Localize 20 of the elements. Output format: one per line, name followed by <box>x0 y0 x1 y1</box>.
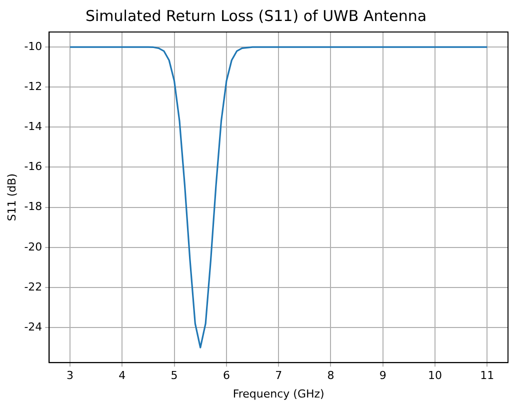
y-tick-label: -22 <box>24 280 42 294</box>
x-tick-label: 5 <box>170 369 178 382</box>
y-tick-label: -16 <box>24 160 42 174</box>
x-axis-title: Frequency (GHz) <box>232 387 324 400</box>
chart-title: Simulated Return Loss (S11) of UWB Antenna <box>85 6 427 25</box>
y-tick-label: -18 <box>24 200 42 214</box>
x-tick-label: 8 <box>327 369 334 382</box>
y-tick-label: -10 <box>24 40 42 53</box>
x-tick-label: 6 <box>222 369 230 382</box>
x-tick-label: 4 <box>118 369 126 382</box>
y-tick-label: -24 <box>24 320 42 334</box>
y-axis-title: S11 (dB) <box>5 174 18 222</box>
x-tick-label: 3 <box>66 369 74 382</box>
y-tick-label: -14 <box>24 120 42 134</box>
y-tick-label: -12 <box>24 80 42 93</box>
y-tick-label: -20 <box>24 240 42 254</box>
x-tick-label: 7 <box>275 369 282 382</box>
x-tick-label: 10 <box>428 369 442 382</box>
x-tick-label: 11 <box>480 369 494 382</box>
x-tick-label: 9 <box>379 369 386 382</box>
